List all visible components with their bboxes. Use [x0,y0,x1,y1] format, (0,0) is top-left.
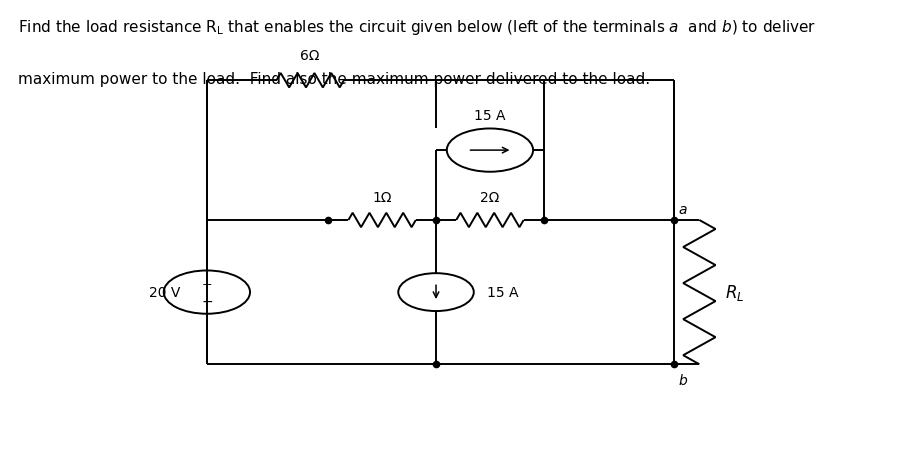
Text: +: + [202,277,212,290]
Text: a: a [679,202,687,216]
Text: −: − [201,295,213,308]
Text: $R_L$: $R_L$ [724,282,744,302]
Text: b: b [679,373,688,387]
Text: Find the load resistance R$_\mathrm{L}$ that enables the circuit given below (le: Find the load resistance R$_\mathrm{L}$ … [18,18,816,37]
Text: 2Ω: 2Ω [481,191,500,205]
Text: 20 V: 20 V [149,285,180,299]
Text: 15 A: 15 A [474,108,505,123]
Text: 1Ω: 1Ω [372,191,392,205]
Text: 15 A: 15 A [487,285,519,299]
Text: maximum power to the load.  Find also the maximum power delivered to the load.: maximum power to the load. Find also the… [18,72,650,87]
Text: 6Ω: 6Ω [301,49,320,63]
